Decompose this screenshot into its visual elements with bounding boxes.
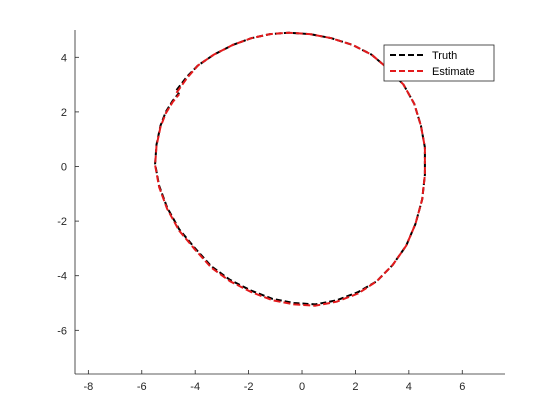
y-tick-label: -4 bbox=[57, 271, 67, 283]
x-tick-label: -6 bbox=[137, 381, 147, 393]
legend-box bbox=[383, 44, 495, 82]
legend: Truth Estimate bbox=[383, 44, 495, 82]
y-tick-label: 2 bbox=[61, 107, 67, 119]
plot-area bbox=[154, 31, 426, 307]
y-tick-label: 0 bbox=[61, 162, 67, 174]
x-tick-label: 0 bbox=[299, 381, 305, 393]
y-tick-label: 4 bbox=[61, 52, 67, 64]
x-tick-label: 4 bbox=[406, 381, 412, 393]
x-tick-label: -2 bbox=[244, 381, 254, 393]
y-tick-label: -2 bbox=[57, 216, 67, 228]
series-line-estimate bbox=[154, 31, 426, 307]
axes: -8 -6 -4 -2 0 2 4 6 -6 -4 -2 0 2 4 bbox=[57, 30, 505, 393]
legend-label-estimate: Estimate bbox=[432, 66, 475, 78]
y-tick-label: -6 bbox=[57, 325, 67, 337]
x-tick-label: -8 bbox=[83, 381, 93, 393]
legend-label-truth: Truth bbox=[432, 50, 457, 62]
x-tick-label: 2 bbox=[352, 381, 358, 393]
x-tick-label: 6 bbox=[459, 381, 465, 393]
x-tick-label: -4 bbox=[190, 381, 200, 393]
